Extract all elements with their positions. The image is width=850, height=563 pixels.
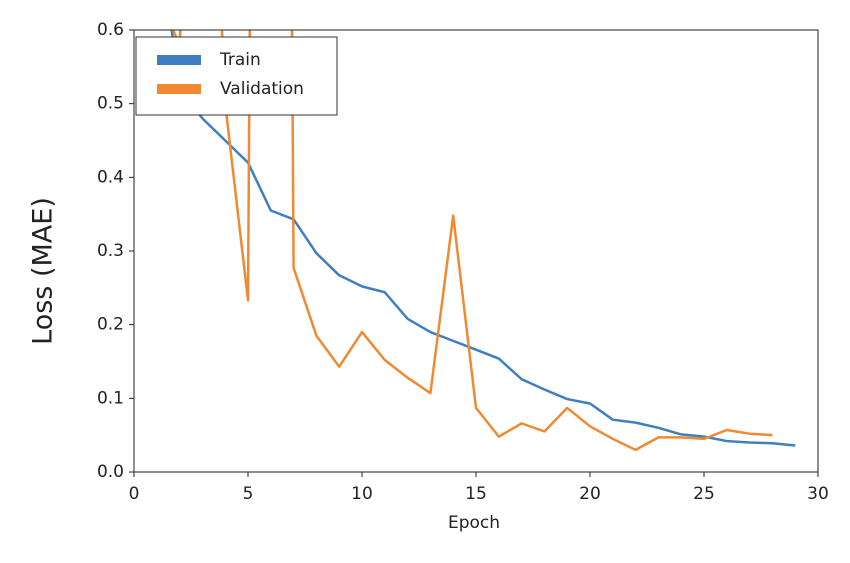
y-tick-label: 0.1 bbox=[97, 388, 124, 408]
x-axis-label: Epoch bbox=[448, 513, 500, 533]
x-tick-label: 20 bbox=[579, 484, 601, 504]
x-tick-label: 25 bbox=[693, 484, 715, 504]
x-tick-label: 0 bbox=[129, 484, 140, 504]
series-line bbox=[170, 30, 796, 447]
y-tick-label: 0.2 bbox=[97, 315, 124, 335]
y-tick-label: 0.6 bbox=[97, 20, 124, 40]
legend-box bbox=[135, 36, 338, 116]
y-tick-label: 0.5 bbox=[97, 94, 124, 114]
x-tick-label: 5 bbox=[243, 484, 254, 504]
x-tick-label: 15 bbox=[465, 484, 487, 504]
x-tick-label: 30 bbox=[807, 484, 829, 504]
y-tick-label: 0.3 bbox=[97, 241, 124, 261]
y-tick-label: 0.4 bbox=[97, 167, 124, 187]
y-tick-label: 0.0 bbox=[97, 462, 124, 482]
series-line bbox=[171, 30, 773, 452]
x-tick-label: 10 bbox=[351, 484, 373, 504]
legend-swatch bbox=[157, 55, 201, 65]
legend-label: Validation bbox=[220, 79, 304, 99]
plot-lines bbox=[170, 30, 796, 452]
y-axis-label: Loss (MAE) bbox=[28, 197, 59, 345]
legend-swatch bbox=[157, 84, 201, 94]
legend-label: Train bbox=[219, 50, 261, 70]
legend: Train Validation bbox=[135, 36, 338, 116]
